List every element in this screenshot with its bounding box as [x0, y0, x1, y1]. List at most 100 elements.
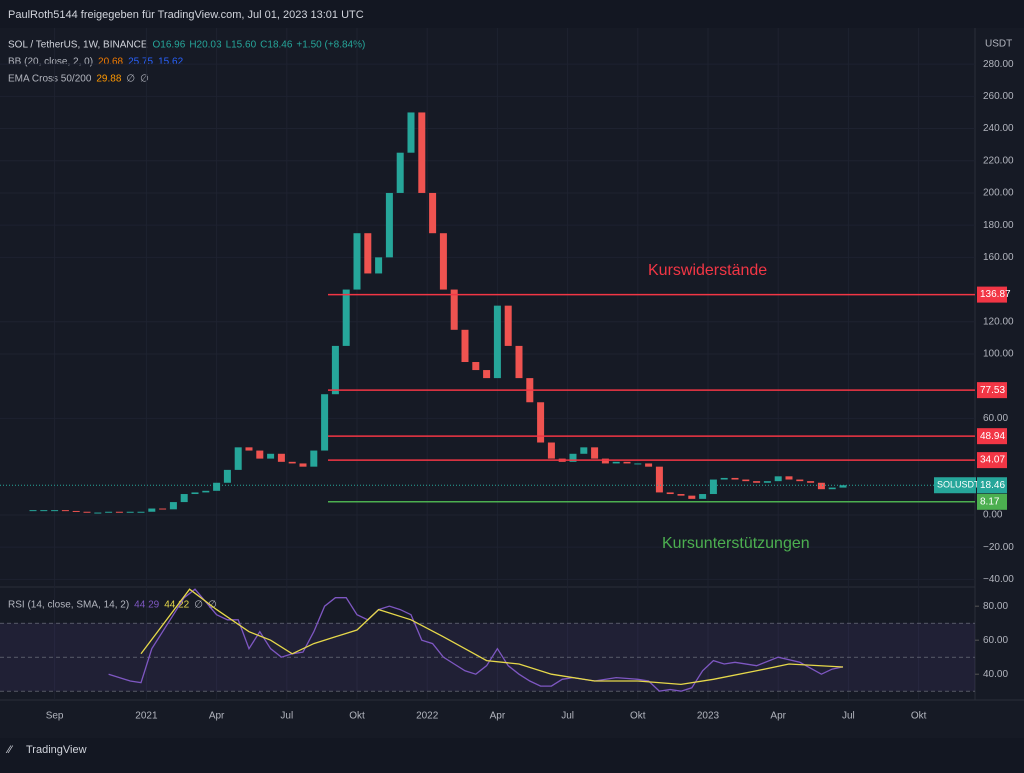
candle: [159, 508, 167, 510]
rsi-title: RSI (14, close, SMA, 14, 2): [8, 600, 129, 611]
candle: [515, 345, 523, 379]
y-tick-label: 120.00: [983, 316, 1014, 327]
y-tick-label: 160.00: [983, 252, 1014, 263]
candle: [342, 289, 350, 346]
candle: [40, 510, 48, 512]
price-tag: [977, 477, 1007, 494]
candle: [169, 502, 177, 510]
candle: [245, 447, 253, 451]
candle: [634, 463, 642, 465]
x-tick-label: 2021: [135, 711, 158, 722]
candle: [537, 402, 545, 443]
legend: SOL / TetherUS, 1W, BINANCE O16.96 H20.03 L…: [8, 40, 365, 85]
candle: [191, 492, 199, 495]
candle: [601, 458, 609, 464]
candle: [256, 450, 264, 459]
candle: [51, 510, 59, 512]
level-label: 136.87: [980, 289, 1011, 300]
y-tick-label: 180.00: [983, 220, 1014, 231]
candle: [83, 511, 91, 513]
candle: [72, 510, 80, 512]
x-tick-label: 2023: [697, 711, 720, 722]
candle: [213, 482, 221, 491]
candle: [310, 450, 318, 467]
level-label: 77.53: [980, 385, 1005, 396]
rsi-value: ∅: [194, 600, 203, 611]
annotation: Kurswiderstände: [648, 262, 767, 279]
candle: [677, 494, 685, 496]
candle: [418, 112, 426, 193]
candle: [483, 370, 491, 379]
rsi-line: [140, 588, 844, 686]
indicator-value: ∅: [126, 74, 135, 85]
level-label: 34.07: [980, 455, 1005, 466]
candle: [623, 461, 631, 464]
y-tick-label: 0.00: [983, 510, 1003, 521]
candle: [439, 233, 447, 290]
candle: [569, 453, 577, 462]
level-tag: [977, 452, 1007, 469]
indicator-value: 15.62: [158, 57, 183, 68]
candle: [223, 469, 231, 483]
candle: [591, 447, 599, 459]
rsi-tick-label: 60.00: [983, 635, 1008, 646]
candle: [666, 492, 674, 495]
candle: [580, 447, 588, 454]
candle: [753, 481, 761, 483]
symbol-tag: [934, 477, 976, 494]
y-tick-label: −20.00: [983, 542, 1014, 553]
candle: [396, 152, 404, 193]
logo: ⁄⁄: [5, 744, 14, 756]
candle: [331, 345, 339, 395]
candle: [655, 466, 663, 493]
x-tick-label: Apr: [490, 711, 506, 722]
ohlc-value: H20.03: [189, 40, 222, 51]
rsi-value: 44.29: [134, 600, 159, 611]
candle: [234, 447, 242, 470]
candle: [547, 442, 555, 459]
candle: [461, 329, 469, 363]
candle: [202, 490, 210, 493]
x-tick-label: Okt: [911, 711, 927, 722]
candle: [137, 511, 145, 513]
indicator-value: 29.88: [96, 74, 121, 85]
candle: [645, 463, 653, 467]
y-tick-label: −40.00: [983, 574, 1014, 585]
candle: [720, 477, 728, 480]
x-tick-label: Jul: [280, 711, 293, 722]
x-tick-label: Jul: [561, 711, 574, 722]
candle: [774, 476, 782, 482]
candle: [699, 494, 707, 499]
symbol-label: SOLUSDT: [937, 480, 980, 490]
x-tick-label: 2022: [416, 711, 439, 722]
y-tick-label: 200.00: [983, 188, 1014, 199]
level-tag: [977, 382, 1007, 399]
candle: [688, 495, 696, 499]
y-tick-label: 240.00: [983, 123, 1014, 134]
y-tick-label: 220.00: [983, 155, 1014, 166]
candle: [504, 305, 512, 346]
candle: [763, 481, 771, 483]
candle: [105, 511, 113, 513]
x-tick-label: Apr: [209, 711, 225, 722]
y-tick-label: 100.00: [983, 349, 1014, 360]
x-tick-label: Jul: [842, 711, 855, 722]
rsi-value: ∅: [208, 600, 217, 611]
ohlc-value: O16.96: [153, 40, 186, 51]
ohlc-value: C18.46: [260, 40, 293, 51]
candle: [353, 233, 361, 290]
candle: [731, 477, 739, 480]
candle: [450, 289, 458, 330]
candle: [817, 482, 825, 490]
candle: [742, 479, 750, 482]
price-label: 18.46: [980, 480, 1005, 491]
candle: [375, 257, 383, 274]
candle: [126, 511, 134, 513]
level-tag: [977, 493, 1007, 510]
candle: [321, 394, 329, 451]
candle: [839, 485, 847, 488]
candle: [407, 112, 415, 153]
level-label: 48.94: [980, 431, 1005, 442]
indicator-name: BB (20, close, 2, 0): [8, 57, 93, 68]
